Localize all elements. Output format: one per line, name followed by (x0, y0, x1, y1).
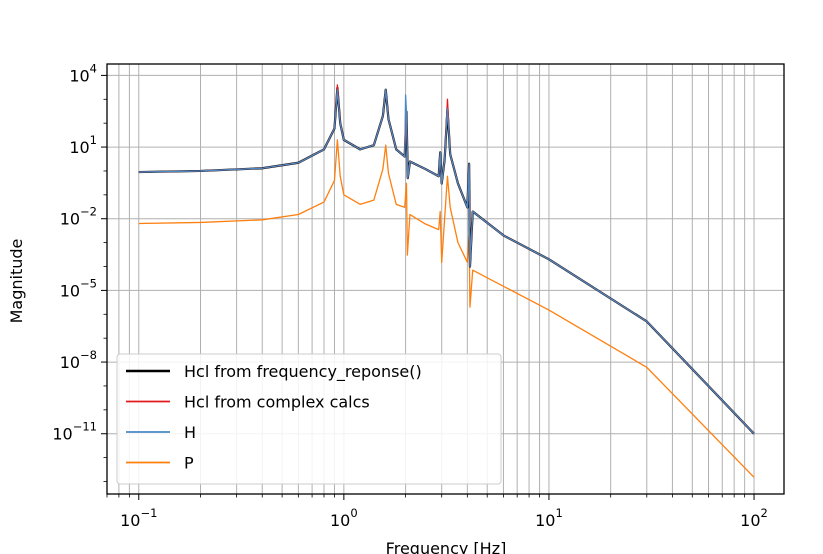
legend-label: Hcl from frequency_reponse() (184, 362, 422, 382)
x-tick-labels: 10−1 100 101 102 (120, 506, 768, 530)
legend-label: H (184, 423, 196, 442)
x-axis-label: Frequency [Hz] (386, 539, 507, 554)
series-line-2 (138, 89, 755, 435)
series-lines (138, 84, 755, 478)
legend-label: Hcl from complex calcs (184, 393, 370, 412)
series-line-3 (138, 139, 755, 478)
plot-frame (106, 63, 785, 495)
y-axis-label: Magnitude (7, 239, 26, 324)
y-tick-label: 101 (69, 133, 97, 157)
legend-box (116, 353, 502, 485)
y-tick-label: 104 (69, 61, 97, 85)
y-tick-label: 10−5 (60, 276, 97, 300)
legend: Hcl from frequency_reponse() Hcl from com… (116, 353, 502, 485)
y-tick-labels: 104 101 10−2 10−5 10−8 10−11 (52, 61, 97, 443)
y-tick-label: 10−8 (60, 348, 97, 372)
x-tick-label: 101 (535, 506, 563, 530)
x-tick-label: 100 (330, 506, 358, 530)
legend-label: P (184, 454, 194, 473)
y-tick-label: 10−11 (52, 420, 97, 444)
x-tick-label: 102 (740, 506, 768, 530)
y-tick-label: 10−2 (60, 205, 97, 229)
x-tick-label: 10−1 (120, 506, 157, 530)
